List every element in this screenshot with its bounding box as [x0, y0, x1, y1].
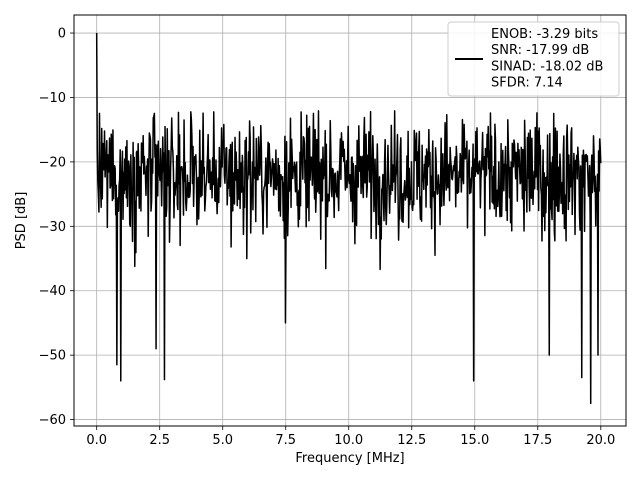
psd-series-line [95, 33, 602, 405]
y-tick-label: −10 [39, 91, 66, 106]
y-tick-label: −30 [39, 220, 66, 235]
x-tick-label: 20.0 [586, 433, 615, 448]
legend-entry-line: SFDR: 7.14 [491, 76, 563, 91]
x-axis-ticks: 0.0 2.5 5.0 7.5 10.0 12.5 15.0 17.5 20.0 [86, 426, 615, 448]
x-tick-label: 12.5 [397, 433, 426, 448]
x-tick-label: 17.5 [523, 433, 552, 448]
y-tick-label: −20 [39, 155, 66, 170]
legend-entry-line: SNR: -17.99 dB [491, 43, 589, 58]
plot-frame [73, 14, 627, 427]
y-axis-label: PSD [dB] [14, 192, 29, 250]
x-tick-label: 0.0 [86, 433, 107, 448]
series-group [95, 33, 602, 405]
legend-box [447, 21, 620, 97]
x-tick-label: 10.0 [334, 433, 363, 448]
x-tick-label: 7.5 [275, 433, 296, 448]
y-tick-label: 0 [58, 27, 66, 42]
x-tick-label: 2.5 [149, 433, 170, 448]
y-tick-label: −40 [39, 284, 66, 299]
legend-entry-line: ENOB: -3.29 bits [491, 27, 598, 42]
legend-entry-line: SINAD: -18.02 dB [491, 59, 603, 74]
x-tick-label: 5.0 [212, 433, 233, 448]
x-axis-label: Frequency [MHz] [295, 451, 404, 466]
y-tick-label: −50 [39, 349, 66, 364]
x-tick-label: 15.0 [460, 433, 489, 448]
y-axis-ticks: 0 −10 −20 −30 −40 −50 −60 [39, 27, 74, 428]
y-tick-label: −60 [39, 413, 66, 428]
